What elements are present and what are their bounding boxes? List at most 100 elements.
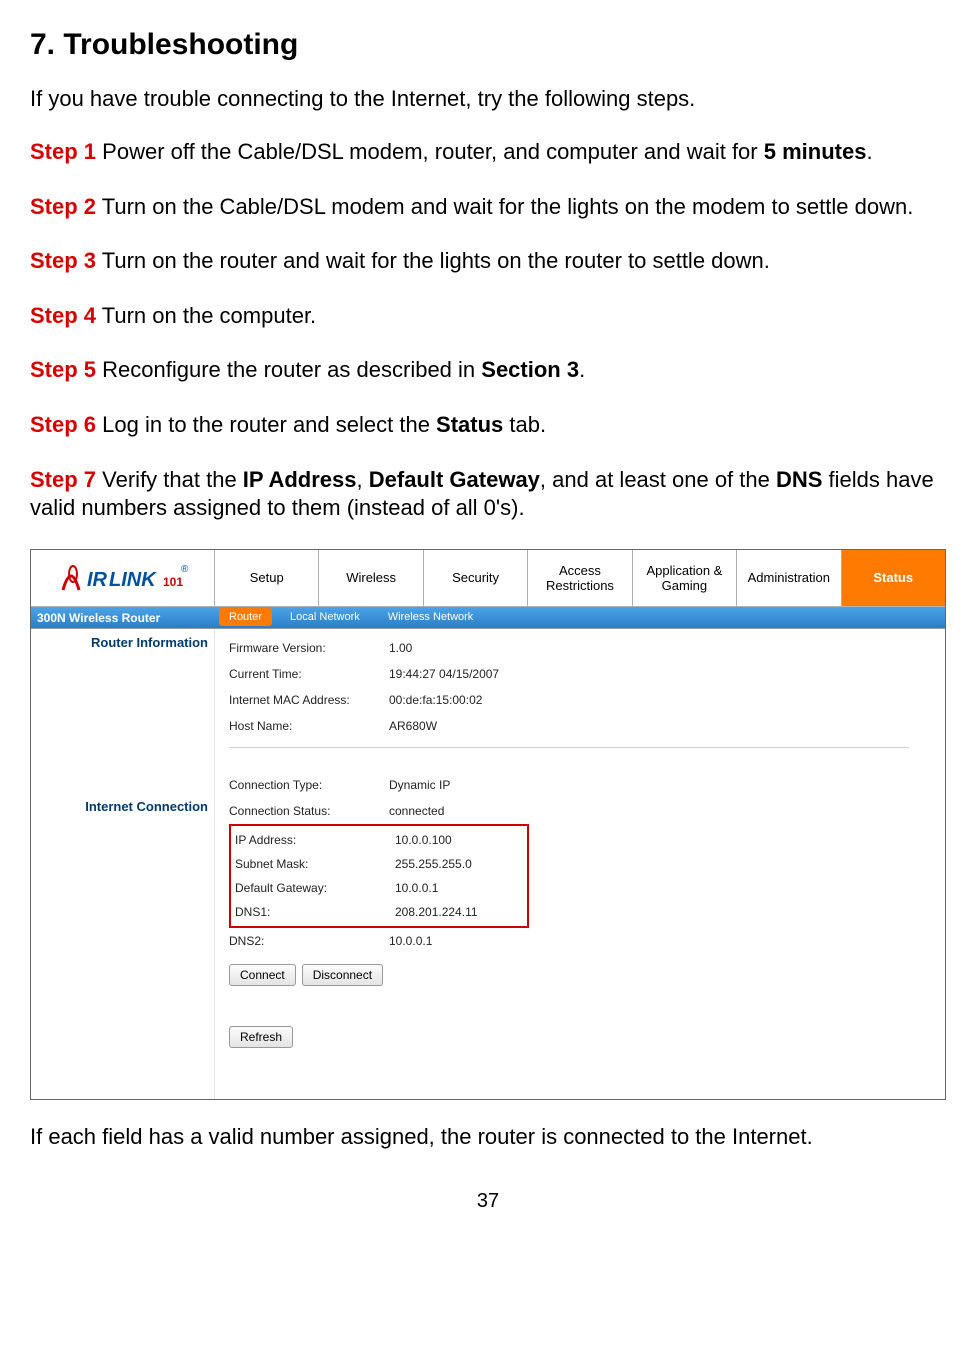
- field-dns1: DNS1: 208.201.224.11: [235, 900, 523, 924]
- field-dns2: DNS2: 10.0.0.1: [229, 928, 931, 954]
- step-text: , and at least one of the: [540, 467, 776, 492]
- side-label-router-info: Router Information: [91, 635, 208, 650]
- svg-text:LINK: LINK: [109, 569, 157, 591]
- label: Current Time:: [229, 667, 389, 681]
- value: AR680W: [389, 719, 437, 733]
- subtab-local-network[interactable]: Local Network: [280, 608, 370, 626]
- closing-text: If each field has a valid number assigne…: [30, 1124, 946, 1150]
- step-text: Turn on the router and wait for the ligh…: [102, 248, 770, 273]
- step-after: .: [579, 357, 585, 382]
- label: DNS1:: [235, 905, 395, 919]
- step-label: Step 4: [30, 303, 96, 328]
- step-3: Step 3 Turn on the router and wait for t…: [30, 247, 946, 276]
- svg-text:101: 101: [163, 575, 183, 589]
- tab-administration[interactable]: Administration: [737, 550, 841, 606]
- page-heading: 7. Troubleshooting: [30, 28, 946, 62]
- subtab-router[interactable]: Router: [219, 608, 272, 626]
- value: 10.0.0.1: [389, 934, 432, 948]
- label: IP Address:: [235, 833, 395, 847]
- intro-text: If you have trouble connecting to the In…: [30, 86, 946, 112]
- tab-setup[interactable]: Setup: [215, 550, 319, 606]
- label: DNS2:: [229, 934, 389, 948]
- step-label: Step 1: [30, 139, 96, 164]
- value: 208.201.224.11: [395, 905, 478, 919]
- logo-icon: IR LINK 101 ®: [53, 558, 193, 598]
- router-header: IR LINK 101 ® Setup Wireless Security Ac…: [31, 550, 945, 607]
- step-4: Step 4 Turn on the computer.: [30, 302, 946, 331]
- step-1: Step 1 Power off the Cable/DSL modem, ro…: [30, 138, 946, 167]
- side-label-internet-connection: Internet Connection: [85, 799, 208, 814]
- step-after: .: [866, 139, 872, 164]
- tab-security[interactable]: Security: [424, 550, 528, 606]
- field-time: Current Time: 19:44:27 04/15/2007: [229, 661, 931, 687]
- svg-text:IR: IR: [87, 569, 108, 591]
- label: Internet MAC Address:: [229, 693, 389, 707]
- step-text: Power off the Cable/DSL modem, router, a…: [102, 139, 764, 164]
- step-2: Step 2 Turn on the Cable/DSL modem and w…: [30, 193, 946, 222]
- main-tabs: Setup Wireless Security Access Restricti…: [215, 550, 945, 606]
- label: Default Gateway:: [235, 881, 395, 895]
- value: 10.0.0.100: [395, 833, 452, 847]
- highlighted-fields: IP Address: 10.0.0.100 Subnet Mask: 255.…: [229, 824, 529, 928]
- disconnect-button[interactable]: Disconnect: [302, 964, 383, 986]
- value: 10.0.0.1: [395, 881, 438, 895]
- bold-gateway: Default Gateway: [369, 467, 540, 492]
- step-7: Step 7 Verify that the IP Address, Defau…: [30, 466, 946, 523]
- content-panel: Firmware Version: 1.00 Current Time: 19:…: [215, 629, 945, 1099]
- refresh-button[interactable]: Refresh: [229, 1026, 293, 1048]
- value: 1.00: [389, 641, 412, 655]
- router-model: 300N Wireless Router: [31, 607, 215, 628]
- label: Connection Status:: [229, 804, 389, 818]
- field-conn-status: Connection Status: connected: [229, 798, 931, 824]
- connect-button[interactable]: Connect: [229, 964, 296, 986]
- step-after: tab.: [503, 412, 546, 437]
- tab-status[interactable]: Status: [842, 550, 945, 606]
- field-firmware: Firmware Version: 1.00: [229, 635, 931, 661]
- value: 00:de:fa:15:00:02: [389, 693, 482, 707]
- connect-buttons: Connect Disconnect: [229, 964, 931, 986]
- sub-tabs: Router Local Network Wireless Network: [215, 607, 487, 628]
- step-6: Step 6 Log in to the router and select t…: [30, 411, 946, 440]
- subtab-wireless-network[interactable]: Wireless Network: [378, 608, 484, 626]
- field-subnet: Subnet Mask: 255.255.255.0: [235, 852, 523, 876]
- page-number: 37: [30, 1190, 946, 1213]
- step-label: Step 5: [30, 357, 96, 382]
- step-label: Step 6: [30, 412, 96, 437]
- value: 19:44:27 04/15/2007: [389, 667, 499, 681]
- field-host: Host Name: AR680W: [229, 713, 931, 739]
- router-screenshot: IR LINK 101 ® Setup Wireless Security Ac…: [30, 549, 946, 1100]
- step-text: ,: [357, 467, 369, 492]
- tab-wireless[interactable]: Wireless: [319, 550, 423, 606]
- step-bold: 5 minutes: [764, 139, 867, 164]
- step-text: Turn on the computer.: [102, 303, 316, 328]
- tab-app-gaming[interactable]: Application & Gaming: [633, 550, 737, 606]
- svg-text:®: ®: [181, 564, 189, 575]
- step-bold: Status: [436, 412, 503, 437]
- label: Host Name:: [229, 719, 389, 733]
- label: Subnet Mask:: [235, 857, 395, 871]
- step-text: Reconfigure the router as described in: [102, 357, 481, 382]
- bold-dns: DNS: [776, 467, 822, 492]
- step-5: Step 5 Reconfigure the router as describ…: [30, 356, 946, 385]
- step-text: Verify that the: [102, 467, 243, 492]
- router-body: Router Information Internet Connection F…: [31, 629, 945, 1099]
- field-mac: Internet MAC Address: 00:de:fa:15:00:02: [229, 687, 931, 713]
- tab-access-restrictions[interactable]: Access Restrictions: [528, 550, 632, 606]
- field-gateway: Default Gateway: 10.0.0.1: [235, 876, 523, 900]
- step-bold: Section 3: [481, 357, 579, 382]
- label: Firmware Version:: [229, 641, 389, 655]
- bold-ip: IP Address: [243, 467, 357, 492]
- step-label: Step 7: [30, 467, 96, 492]
- value: connected: [389, 804, 444, 818]
- airlink-logo: IR LINK 101 ®: [31, 550, 215, 606]
- divider: [229, 747, 909, 748]
- field-conn-type: Connection Type: Dynamic IP: [229, 772, 931, 798]
- step-label: Step 2: [30, 194, 96, 219]
- step-text: Turn on the Cable/DSL modem and wait for…: [102, 194, 914, 219]
- sub-bar: 300N Wireless Router Router Local Networ…: [31, 607, 945, 629]
- value: Dynamic IP: [389, 778, 450, 792]
- step-text: Log in to the router and select the: [102, 412, 436, 437]
- label: Connection Type:: [229, 778, 389, 792]
- value: 255.255.255.0: [395, 857, 472, 871]
- field-ip: IP Address: 10.0.0.100: [235, 828, 523, 852]
